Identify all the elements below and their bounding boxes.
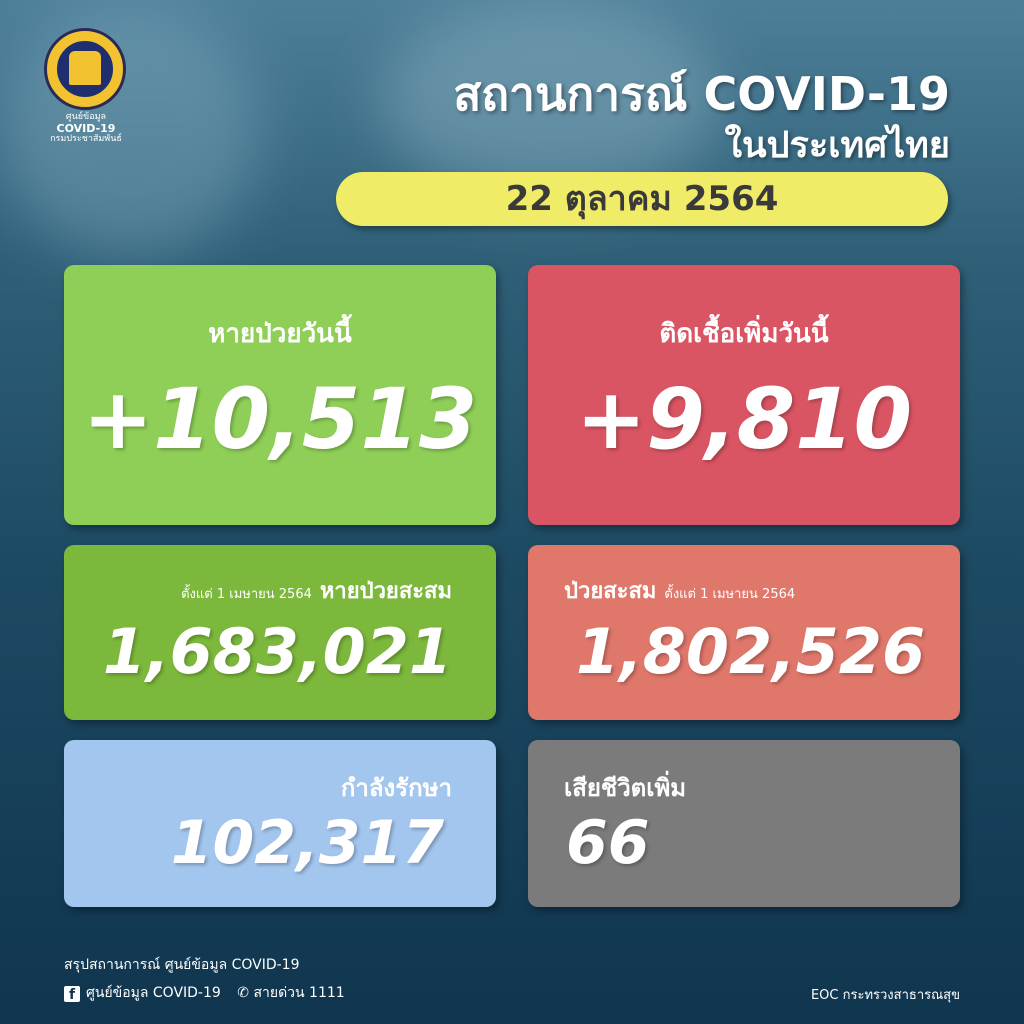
footer-contacts: f ศูนย์ข้อมูล COVID-19 ✆ สายด่วน 1111 bbox=[64, 982, 345, 1004]
card-in-treatment: กำลังรักษา 102,317 bbox=[64, 740, 496, 907]
card-label: กำลังรักษา bbox=[340, 774, 452, 802]
card-recovered-total: ตั้งแต่ 1 เมษายน 2564 หายป่วยสะสม 1,683,0… bbox=[64, 545, 496, 720]
date-badge: 22 ตุลาคม 2564 bbox=[336, 172, 948, 226]
card-value: +9,810 bbox=[575, 370, 913, 468]
logo-line: กรมประชาสัมพันธ์ bbox=[50, 134, 122, 144]
page-subtitle: ในประเทศไทย bbox=[724, 125, 950, 166]
card-new-cases: ติดเชื้อเพิ่มวันนี้ +9,810 bbox=[528, 265, 960, 525]
card-value: 66 bbox=[566, 808, 650, 878]
card-value: 1,802,526 bbox=[576, 615, 926, 688]
card-label: เสียชีวิตเพิ่ม bbox=[564, 774, 687, 802]
card-label: หายป่วยสะสม bbox=[319, 579, 452, 604]
card-label: หายป่วยวันนี้ bbox=[208, 319, 352, 349]
background-photo bbox=[0, 0, 260, 260]
facebook-page[interactable]: ศูนย์ข้อมูล COVID-19 bbox=[86, 985, 221, 1001]
logo-line: ศูนย์ข้อมูล bbox=[65, 112, 107, 122]
hotline: สายด่วน 1111 bbox=[253, 985, 345, 1001]
footer-source: EOC กระทรวงสาธารณสุข bbox=[810, 988, 960, 1003]
card-deaths: เสียชีวิตเพิ่ม 66 bbox=[528, 740, 960, 907]
logo-text: ศูนย์ข้อมูล COVID-19 กรมประชาสัมพันธ์ bbox=[30, 112, 142, 145]
phone-icon: ✆ bbox=[237, 985, 249, 1001]
page-title: สถานการณ์ COVID-19 bbox=[453, 67, 950, 121]
background-photo bbox=[380, 0, 720, 200]
card-label: ติดเชื้อเพิ่มวันนี้ bbox=[659, 319, 829, 349]
footer-summary: สรุปสถานการณ์ ศูนย์ข้อมูล COVID-19 bbox=[64, 957, 300, 973]
card-value: +10,513 bbox=[82, 370, 478, 468]
card-value: 1,683,021 bbox=[102, 615, 452, 688]
since-text: ตั้งแต่ 1 เมษายน 2564 bbox=[181, 587, 312, 602]
since-text: ตั้งแต่ 1 เมษายน 2564 bbox=[664, 587, 796, 602]
card-recovered-today: หายป่วยวันนี้ +10,513 bbox=[64, 265, 496, 525]
prd-logo bbox=[44, 28, 126, 110]
facebook-icon: f bbox=[64, 986, 80, 1003]
logo-line: COVID-19 bbox=[56, 122, 116, 135]
card-label: ป่วยสะสม bbox=[564, 579, 657, 604]
card-cases-total: ป่วยสะสม ตั้งแต่ 1 เมษายน 2564 1,802,526 bbox=[528, 545, 960, 720]
card-value: 102,317 bbox=[170, 808, 444, 878]
